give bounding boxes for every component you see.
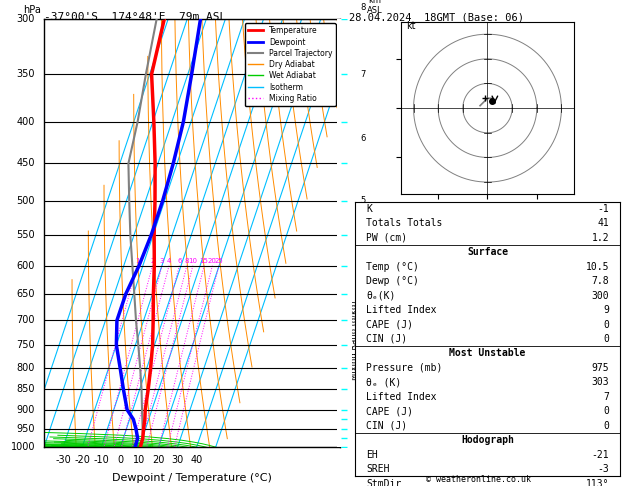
Text: 600: 600 bbox=[17, 260, 35, 271]
Text: CIN (J): CIN (J) bbox=[366, 421, 407, 431]
Text: 10.5: 10.5 bbox=[586, 262, 609, 272]
Text: 4: 4 bbox=[167, 258, 171, 263]
Text: PW (cm): PW (cm) bbox=[366, 233, 407, 243]
Text: 8: 8 bbox=[360, 3, 365, 12]
Text: CIN (J): CIN (J) bbox=[366, 334, 407, 344]
Text: Dewpoint / Temperature (°C): Dewpoint / Temperature (°C) bbox=[112, 473, 272, 483]
Text: 28.04.2024  18GMT (Base: 06): 28.04.2024 18GMT (Base: 06) bbox=[349, 12, 524, 22]
Text: Lifted Index: Lifted Index bbox=[366, 305, 437, 315]
Text: © weatheronline.co.uk: © weatheronline.co.uk bbox=[426, 474, 530, 484]
Text: 0: 0 bbox=[117, 455, 123, 465]
Text: 1: 1 bbox=[360, 405, 365, 414]
Text: 7: 7 bbox=[360, 69, 365, 79]
Text: EH: EH bbox=[366, 450, 377, 460]
Text: -20: -20 bbox=[74, 455, 90, 465]
Text: 6: 6 bbox=[177, 258, 182, 263]
Text: 850: 850 bbox=[16, 384, 35, 395]
Text: 30: 30 bbox=[172, 455, 184, 465]
Text: SREH: SREH bbox=[366, 464, 389, 474]
Text: 20: 20 bbox=[152, 455, 165, 465]
Text: Pressure (mb): Pressure (mb) bbox=[366, 363, 442, 373]
Text: Totals Totals: Totals Totals bbox=[366, 218, 442, 228]
Text: 350: 350 bbox=[16, 69, 35, 79]
Text: Dewp (°C): Dewp (°C) bbox=[366, 276, 419, 286]
Text: 500: 500 bbox=[16, 196, 35, 206]
Text: 800: 800 bbox=[17, 363, 35, 373]
Text: -30: -30 bbox=[55, 455, 71, 465]
Text: 7: 7 bbox=[603, 392, 609, 402]
Text: Hodograph: Hodograph bbox=[461, 435, 514, 445]
Text: 7.8: 7.8 bbox=[591, 276, 609, 286]
Text: 400: 400 bbox=[17, 117, 35, 127]
Text: 15: 15 bbox=[199, 258, 209, 263]
Text: 10: 10 bbox=[133, 455, 145, 465]
Text: LCL: LCL bbox=[360, 428, 376, 437]
Text: -3: -3 bbox=[598, 464, 609, 474]
Text: 950: 950 bbox=[16, 424, 35, 434]
Text: 450: 450 bbox=[16, 158, 35, 169]
Text: -21: -21 bbox=[591, 450, 609, 460]
Text: hPa: hPa bbox=[23, 5, 42, 15]
Text: 2: 2 bbox=[360, 364, 365, 372]
Text: km
ASL: km ASL bbox=[367, 0, 383, 15]
Text: 2: 2 bbox=[150, 258, 155, 263]
Text: 0: 0 bbox=[603, 406, 609, 416]
Text: 10: 10 bbox=[188, 258, 198, 263]
Text: 0: 0 bbox=[603, 319, 609, 330]
Text: -10: -10 bbox=[93, 455, 109, 465]
Text: 5: 5 bbox=[360, 196, 365, 206]
Text: 113°: 113° bbox=[586, 479, 609, 486]
Text: -37°00'S  174°48'E  79m ASL: -37°00'S 174°48'E 79m ASL bbox=[44, 12, 226, 22]
Text: 700: 700 bbox=[16, 315, 35, 326]
Text: 650: 650 bbox=[16, 289, 35, 299]
Text: 1.2: 1.2 bbox=[591, 233, 609, 243]
Text: StmDir: StmDir bbox=[366, 479, 401, 486]
Text: 9: 9 bbox=[603, 305, 609, 315]
Text: K: K bbox=[366, 204, 372, 214]
Text: Temp (°C): Temp (°C) bbox=[366, 262, 419, 272]
Legend: Temperature, Dewpoint, Parcel Trajectory, Dry Adiabat, Wet Adiabat, Isotherm, Mi: Temperature, Dewpoint, Parcel Trajectory… bbox=[245, 23, 336, 106]
Text: 0: 0 bbox=[603, 421, 609, 431]
Text: 300: 300 bbox=[17, 15, 35, 24]
Text: 20: 20 bbox=[208, 258, 217, 263]
Text: 303: 303 bbox=[591, 377, 609, 387]
Text: 25: 25 bbox=[214, 258, 223, 263]
Text: 975: 975 bbox=[591, 363, 609, 373]
Text: CAPE (J): CAPE (J) bbox=[366, 406, 413, 416]
Text: Most Unstable: Most Unstable bbox=[449, 348, 526, 359]
Text: 0: 0 bbox=[603, 334, 609, 344]
Text: Surface: Surface bbox=[467, 247, 508, 257]
Text: 750: 750 bbox=[16, 340, 35, 350]
Text: 900: 900 bbox=[17, 405, 35, 415]
Text: 41: 41 bbox=[598, 218, 609, 228]
Text: Lifted Index: Lifted Index bbox=[366, 392, 437, 402]
Text: θₑ (K): θₑ (K) bbox=[366, 377, 401, 387]
Text: kt: kt bbox=[406, 21, 416, 31]
Text: 3: 3 bbox=[360, 316, 365, 325]
Text: CAPE (J): CAPE (J) bbox=[366, 319, 413, 330]
Text: 4: 4 bbox=[360, 261, 365, 270]
Text: 40: 40 bbox=[191, 455, 203, 465]
Text: 8: 8 bbox=[185, 258, 189, 263]
Text: 6: 6 bbox=[360, 135, 365, 143]
Text: 1: 1 bbox=[135, 258, 139, 263]
Text: -1: -1 bbox=[598, 204, 609, 214]
Text: 3: 3 bbox=[160, 258, 164, 263]
Text: Mixing Ratio (g/kg): Mixing Ratio (g/kg) bbox=[350, 300, 359, 380]
Text: 550: 550 bbox=[16, 230, 35, 240]
Text: 300: 300 bbox=[591, 291, 609, 301]
Text: 1000: 1000 bbox=[11, 442, 35, 452]
Text: θₑ(K): θₑ(K) bbox=[366, 291, 396, 301]
